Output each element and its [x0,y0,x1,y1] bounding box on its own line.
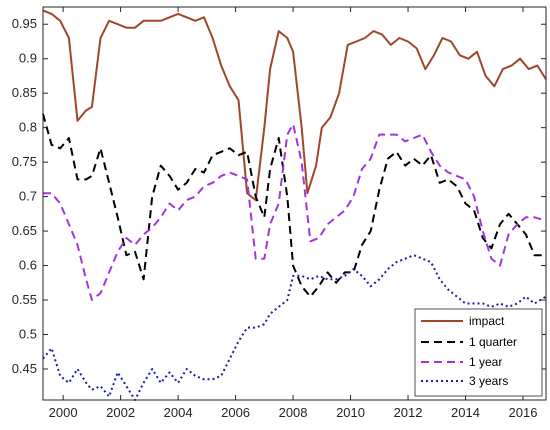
y-tick-label: 0.45 [12,361,37,376]
x-tick-label: 2004 [164,405,193,420]
x-tick-label: 2010 [336,405,365,420]
series-layer [42,9,547,401]
x-tick-label: 2012 [394,405,423,420]
series-line-1-year [43,123,547,301]
legend: impact 1 quarter 1 year 3 years [414,308,543,397]
y-tick-label: 0.8 [19,120,37,135]
legend-label-impact: impact [469,314,505,328]
y-tick-label: 0.55 [12,292,37,307]
x-tick-label: 2002 [106,405,135,420]
series-line-1-quarter [42,113,546,298]
y-tick-label: 0.75 [12,154,37,169]
legend-label-3-years: 3 years [469,374,508,388]
tick-layer: 0.45 0.5 0.55 0.6 0.65 0.7 0.75 0.8 0.85 0.9 0.95 2… [12,7,546,420]
legend-label-1-quarter: 1 quarter [469,335,517,349]
x-tick-label: 2016 [509,405,538,420]
y-tick-label: 0.7 [19,189,37,204]
y-tick-label: 0.85 [12,85,37,100]
x-tick-label: 2014 [451,405,480,420]
x-tick-label: 2000 [49,405,78,420]
y-tick-label: 0.65 [12,223,37,238]
series-line-impact [42,9,547,202]
y-tick-label: 0.6 [19,258,37,273]
x-tick-label: 2006 [221,405,250,420]
axes-box [42,6,547,401]
x-tick-label: 2008 [279,405,308,420]
y-tick-label: 0.5 [19,327,37,342]
y-tick-label: 0.95 [12,16,37,31]
plot-area: 0.45 0.5 0.55 0.6 0.65 0.7 0.75 0.8 0.85 0.9 0.95 2… [12,6,547,420]
y-tick-label: 0.9 [19,51,37,66]
legend-label-1-year: 1 year [469,355,502,369]
